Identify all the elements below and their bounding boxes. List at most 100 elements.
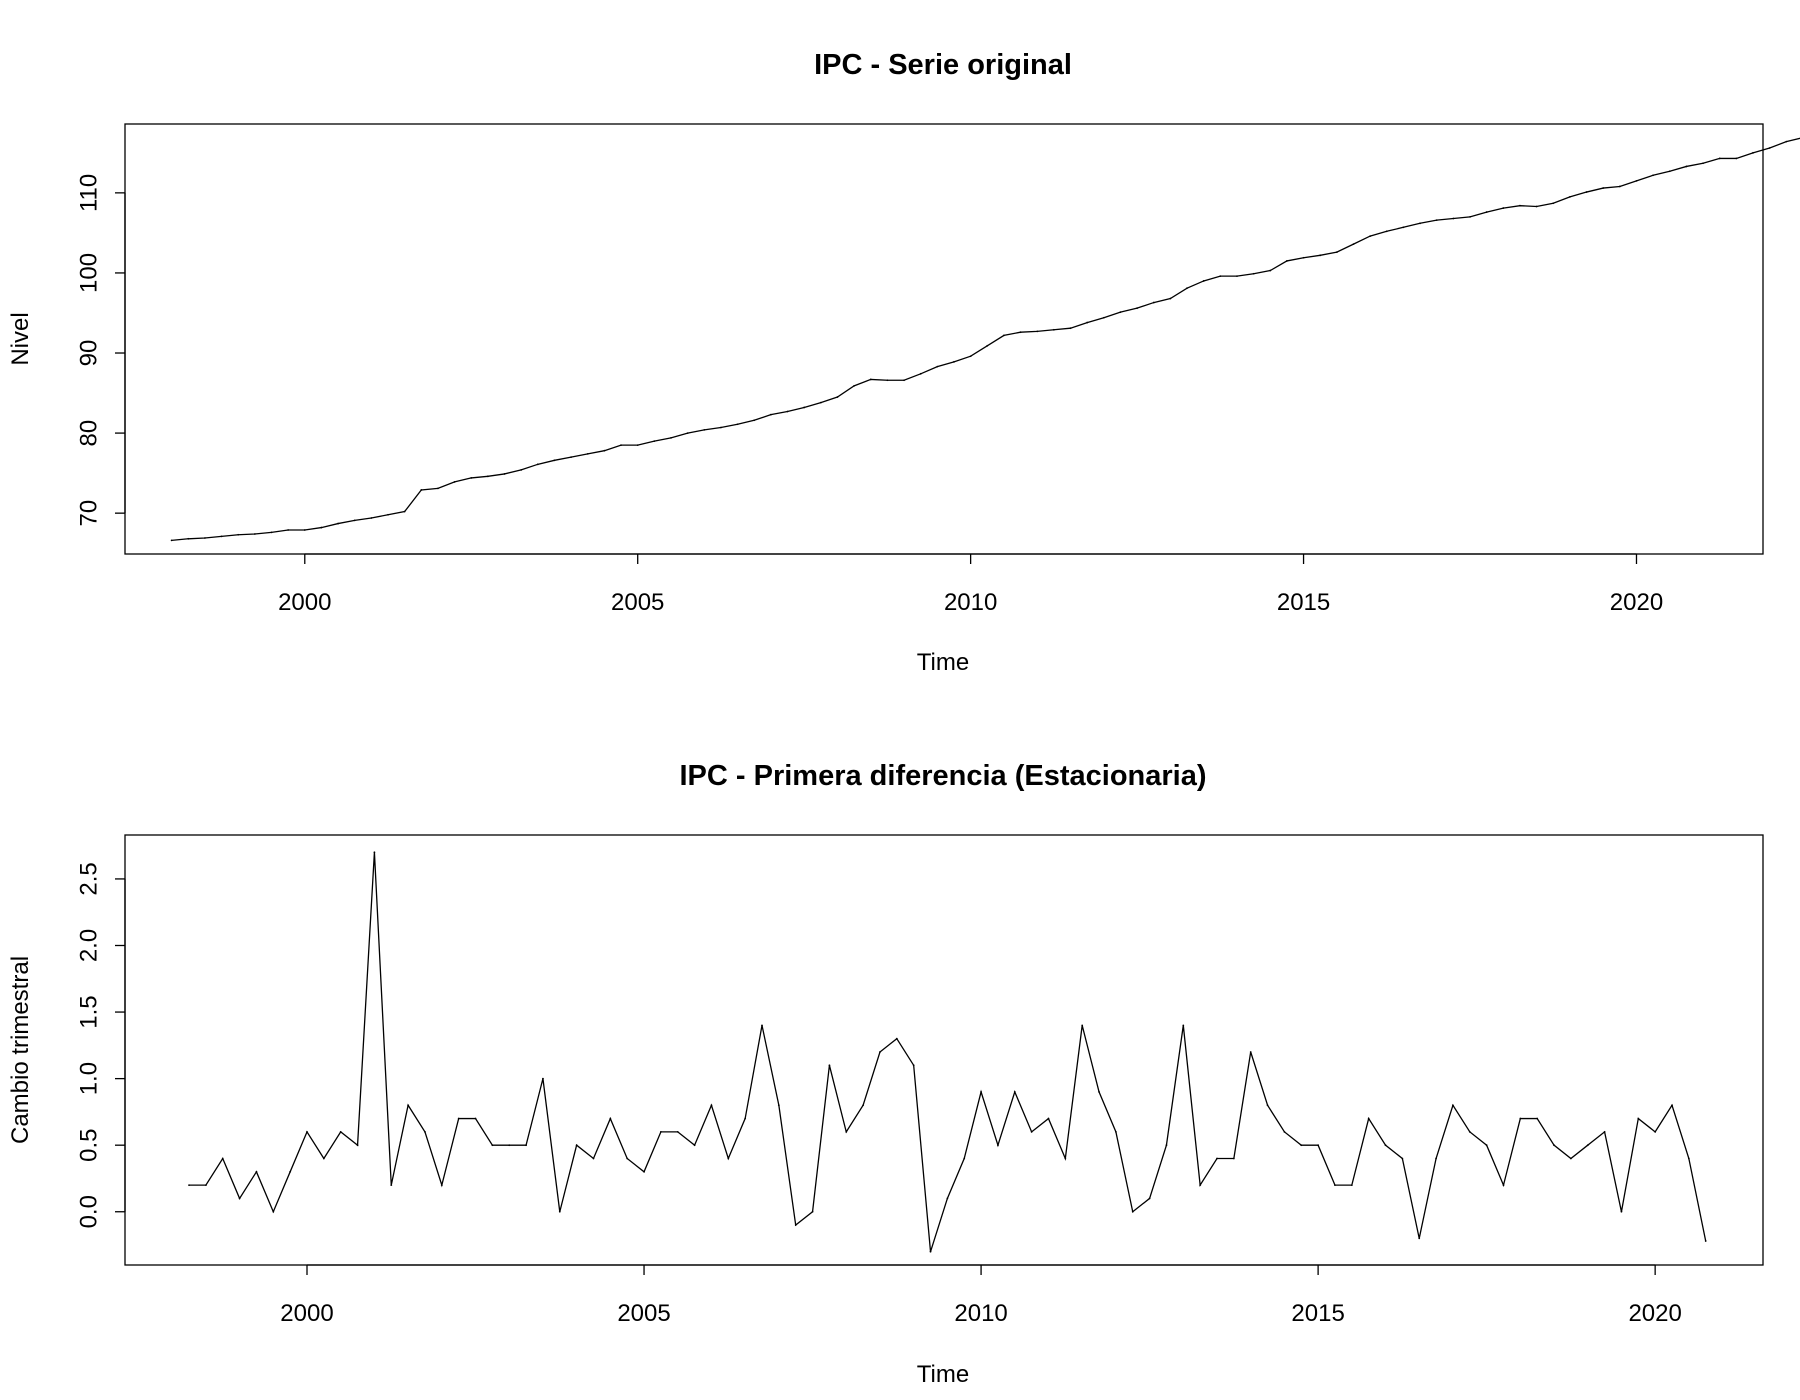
- data-point: [1637, 1117, 1640, 1120]
- data-point: [1030, 1130, 1033, 1133]
- data-point: [636, 444, 639, 446]
- data-point: [204, 537, 206, 539]
- data-point: [390, 1184, 393, 1187]
- data-point: [1671, 1104, 1673, 1107]
- data-point: [1620, 1210, 1623, 1213]
- data-point: [1249, 1051, 1252, 1053]
- y-tick-label: 1.0: [75, 1062, 102, 1095]
- data-point: [486, 475, 489, 478]
- data-point: [1401, 1157, 1404, 1160]
- data-point: [1283, 1130, 1286, 1133]
- data-point: [1069, 327, 1072, 330]
- data-point: [853, 384, 856, 387]
- data-point: [387, 513, 389, 516]
- data-point: [474, 1117, 477, 1120]
- series-line: [189, 852, 1707, 1252]
- data-point: [356, 1144, 359, 1147]
- data-point: [1785, 140, 1788, 143]
- data-point: [187, 537, 190, 540]
- data-point: [1618, 185, 1621, 188]
- x-axis-label: Time: [917, 649, 969, 676]
- data-point: [1586, 1144, 1589, 1147]
- data-point: [220, 535, 223, 538]
- data-point: [1635, 179, 1638, 182]
- data-point: [1152, 301, 1155, 304]
- data-point: [570, 456, 573, 459]
- x-axis-label: Time: [917, 1361, 969, 1388]
- y-axis: 0.0 0.5 1.0 1.5 2.0 2.5: [75, 862, 126, 1228]
- x-tick-label: 2020: [1610, 589, 1663, 616]
- data-point: [1334, 1184, 1336, 1187]
- data-point: [370, 517, 373, 519]
- data-point: [936, 365, 939, 368]
- data-point: [1469, 215, 1471, 218]
- y-tick-label: 110: [75, 174, 102, 212]
- data-point: [575, 1144, 578, 1147]
- data-point: [440, 1184, 443, 1187]
- data-point: [1136, 307, 1138, 310]
- data-point: [676, 1130, 679, 1133]
- data-point: [503, 473, 506, 475]
- data-point: [1735, 157, 1738, 160]
- data-point: [170, 539, 173, 542]
- x-tick-label: 2000: [278, 589, 331, 616]
- x-tick-label: 2020: [1628, 1300, 1681, 1327]
- data-point: [204, 1184, 207, 1187]
- y-tick-label: 2.5: [75, 862, 102, 895]
- data-point: [1047, 1117, 1050, 1120]
- data-point: [592, 1157, 595, 1160]
- data-point: [1232, 1157, 1235, 1160]
- data-point: [237, 533, 240, 536]
- data-point: [727, 1157, 730, 1160]
- data-point: [836, 396, 839, 398]
- data-point: [255, 1170, 258, 1173]
- data-point: [769, 413, 772, 416]
- x-tick-label: 2005: [611, 589, 664, 616]
- plot-frame: [124, 834, 1764, 1266]
- data-point: [1335, 251, 1338, 254]
- data-point: [903, 379, 905, 382]
- y-tick-label: 100: [75, 253, 102, 293]
- data-point: [1236, 275, 1238, 278]
- data-point: [1384, 1144, 1387, 1147]
- data-point: [1098, 1091, 1100, 1093]
- data-point: [1186, 287, 1188, 290]
- y-tick-label: 1.5: [75, 995, 102, 1028]
- data-point: [1702, 162, 1704, 165]
- data-point: [1768, 147, 1771, 149]
- series-line: [171, 137, 1800, 542]
- data-point: [491, 1144, 494, 1147]
- data-point: [1502, 207, 1505, 209]
- data-point: [1169, 297, 1172, 300]
- data-point: [670, 436, 672, 439]
- data-point: [1102, 316, 1105, 319]
- data-point: [1013, 1091, 1016, 1093]
- data-point: [912, 1064, 915, 1067]
- data-point: [753, 419, 756, 422]
- data-point: [720, 426, 722, 429]
- data-point: [221, 1157, 224, 1160]
- data-point: [558, 1210, 561, 1213]
- data-point: [794, 1224, 797, 1226]
- data-point: [1052, 328, 1055, 331]
- data-point: [1019, 331, 1022, 334]
- chart-title: IPC - Primera diferencia (Estacionaria): [679, 760, 1206, 792]
- data-point: [1350, 1184, 1353, 1187]
- data-points: [188, 851, 1707, 1253]
- data-point: [1502, 1184, 1505, 1187]
- data-point: [980, 1091, 982, 1093]
- y-tick-label: 70: [75, 500, 102, 527]
- data-point: [828, 1064, 831, 1067]
- data-point: [659, 1130, 662, 1133]
- data-point: [353, 519, 356, 522]
- data-point: [879, 1051, 881, 1053]
- data-point: [1086, 321, 1089, 324]
- data-point: [525, 1144, 527, 1147]
- data-point: [626, 1157, 629, 1160]
- data-point: [1485, 1144, 1488, 1147]
- data-points: [170, 140, 1788, 542]
- y-tick-label: 0.0: [75, 1195, 102, 1228]
- data-point: [1064, 1157, 1067, 1160]
- data-point: [289, 1170, 292, 1173]
